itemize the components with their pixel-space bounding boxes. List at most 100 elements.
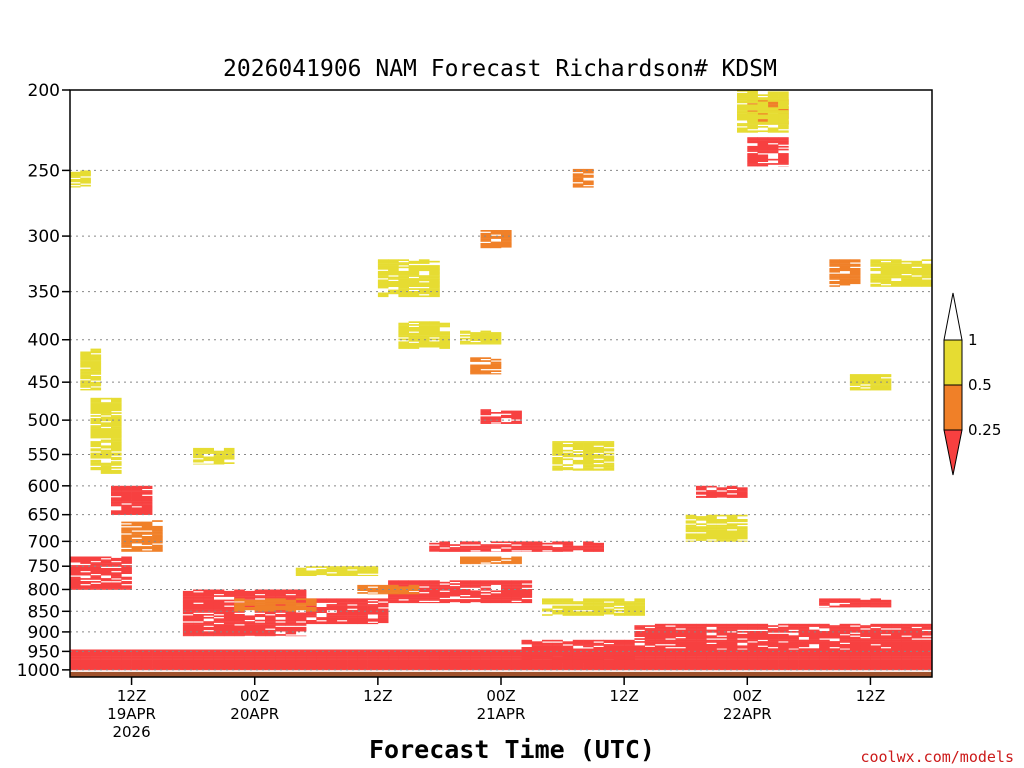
ri-cell-red [367, 652, 379, 655]
ri-cell-red [675, 659, 687, 662]
ri-cell-yellow [911, 263, 923, 266]
ri-cell-red [819, 648, 830, 650]
ri-cell-red [531, 544, 543, 546]
ri-cell-red [767, 140, 779, 142]
ri-cell-red [634, 653, 645, 656]
ri-cell-red [870, 656, 881, 659]
ri-cell-red [418, 580, 430, 582]
ri-cell-red [326, 663, 338, 666]
ri-cell-red [490, 593, 502, 595]
ri-cell-red [562, 665, 574, 667]
ri-cell-orange [254, 601, 266, 603]
ri-cell-yellow [891, 282, 902, 285]
ri-cell-red [70, 669, 81, 671]
ri-cell-yellow [408, 321, 420, 323]
ri-cell-red [70, 557, 81, 560]
ri-cell-yellow [418, 289, 430, 292]
ri-cell-yellow [336, 573, 348, 576]
ri-cell-yellow [572, 444, 584, 446]
ri-cell-red [193, 635, 204, 637]
ri-cell-red [511, 602, 522, 604]
ri-cell-yellow [90, 397, 102, 400]
ri-cell-yellow [470, 337, 481, 340]
ri-cell-yellow [90, 365, 102, 368]
ri-cell-red [367, 650, 379, 653]
ri-cell-red [613, 647, 625, 649]
ri-cell-red [675, 623, 687, 626]
ri-cell-red [121, 559, 132, 562]
ri-cell-orange [501, 243, 512, 245]
ri-cell-red [829, 635, 840, 637]
ri-cell-red [531, 661, 543, 663]
ri-cell-red [788, 641, 799, 643]
ri-cell-yellow [737, 108, 748, 111]
ri-cell-orange [490, 245, 502, 248]
ri-cell-yellow [367, 567, 379, 570]
ri-cell-yellow [778, 127, 789, 130]
ri-cell-red [398, 584, 409, 587]
ri-cell-red [141, 495, 153, 498]
ri-cell-red [357, 604, 368, 606]
ri-cell-red [788, 649, 799, 652]
ri-cell-red [80, 655, 91, 657]
ri-cell-red [470, 662, 481, 665]
ri-cell-red [716, 649, 728, 652]
ri-cell-red [747, 148, 758, 151]
ri-cell-orange [152, 534, 163, 537]
ri-cell-yellow [193, 450, 204, 453]
ri-cell-red [429, 594, 440, 597]
ri-cell-red [521, 545, 533, 548]
ri-cell-orange [234, 607, 245, 609]
ri-cell-red [326, 662, 338, 665]
ri-cell-yellow [100, 432, 112, 435]
ri-cell-red [244, 669, 256, 671]
ri-cell-red [141, 649, 153, 652]
ri-cell-red [696, 636, 707, 639]
ri-cell-yellow [593, 599, 604, 602]
ri-cell-red [367, 661, 379, 663]
ri-cell-red [316, 668, 327, 670]
ri-cell-red [172, 669, 184, 671]
ri-cell-yellow [737, 529, 748, 531]
ri-cell-red [665, 659, 676, 662]
ri-cell-red [644, 666, 656, 669]
ri-cell-yellow [757, 104, 769, 107]
ri-cell-red [921, 653, 933, 656]
ri-cell-red [336, 622, 348, 625]
ri-cell-orange [131, 531, 143, 534]
ri-cell-red [490, 420, 502, 423]
ri-cell-red [593, 654, 604, 656]
ri-cell-orange [757, 120, 769, 123]
ri-cell-red [665, 663, 676, 666]
ri-cell-yellow [552, 601, 563, 603]
ri-cell-red [654, 626, 666, 629]
ri-cell-red [141, 652, 153, 655]
ri-cell-red [100, 559, 112, 562]
ri-cell-yellow [901, 285, 912, 287]
ri-cell-red [285, 616, 297, 619]
ri-cell-red [531, 542, 543, 545]
ri-cell-red [921, 636, 933, 639]
ri-cell-yellow [634, 608, 645, 611]
ri-cell-red [706, 625, 717, 627]
ri-cell-yellow [460, 340, 471, 343]
ri-cell-red [336, 599, 348, 602]
ri-cell-red [716, 645, 728, 648]
ri-cell-red [911, 628, 923, 630]
ri-cell-yellow [439, 347, 450, 349]
ri-cell-yellow [603, 457, 615, 459]
ri-cell-yellow [737, 128, 748, 131]
ri-cell-red [572, 655, 584, 658]
ri-cell-orange [460, 556, 471, 559]
ri-cell-red [254, 661, 266, 663]
ri-cell-red [634, 652, 645, 655]
ri-cell-red [747, 639, 758, 642]
ri-cell-red [644, 635, 656, 637]
ri-cell-red [849, 629, 861, 632]
ri-cell-red [470, 663, 481, 666]
ri-cell-red [911, 625, 923, 627]
ri-cell-red [767, 158, 779, 161]
ri-cell-yellow [398, 270, 409, 273]
ri-cell-yellow [767, 118, 779, 121]
ri-cell-red [531, 665, 543, 667]
